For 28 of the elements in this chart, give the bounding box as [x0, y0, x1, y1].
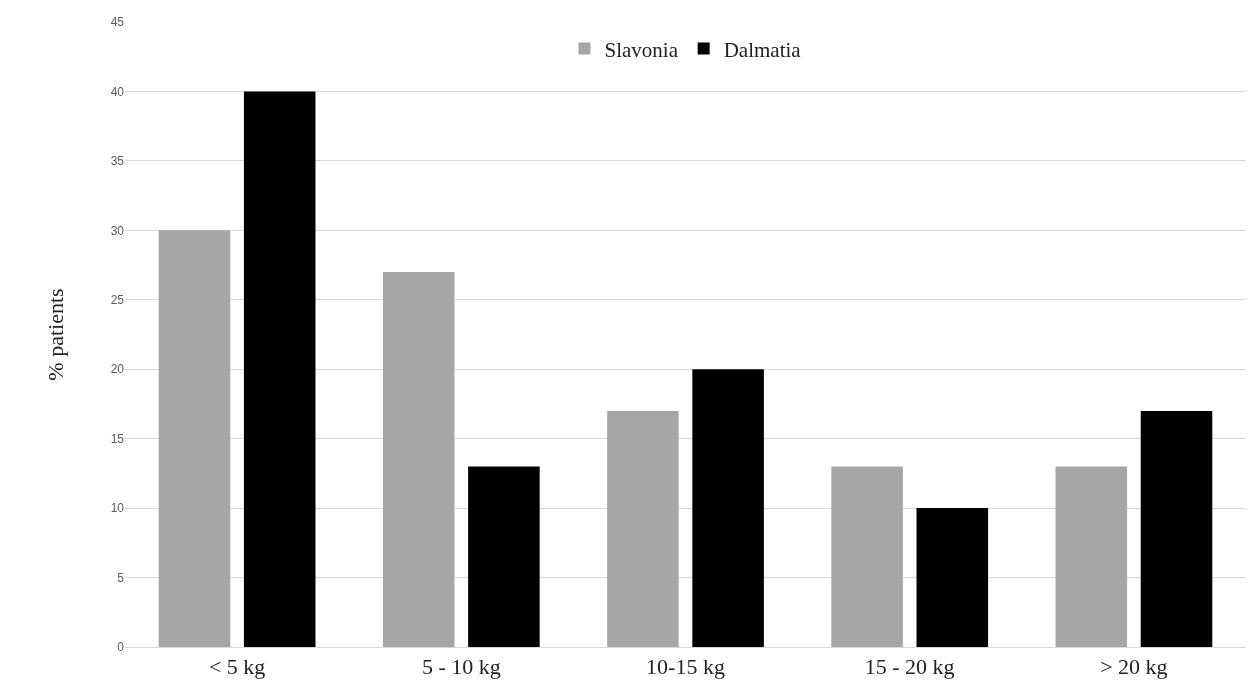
bar	[916, 508, 989, 647]
y-axis-title: % patients	[43, 288, 69, 381]
y-tick-label: 35	[110, 154, 125, 169]
y-tick-label: 5	[117, 570, 125, 585]
bar	[1140, 410, 1213, 647]
y-tick-label: 45	[110, 15, 125, 30]
x-tick-label: 10-15 kg	[646, 654, 725, 680]
y-tick-label: 15	[110, 431, 125, 446]
y-tick-label: 25	[110, 292, 125, 307]
bar	[243, 91, 316, 647]
bar	[1055, 466, 1128, 647]
bar	[692, 369, 764, 647]
legend-label: Dalmatia	[723, 37, 802, 62]
bar	[158, 230, 231, 647]
y-tick-label: 40	[110, 84, 125, 99]
x-tick-label: 15 - 20 kg	[864, 654, 955, 680]
x-tick-label: 5 - 10 kg	[421, 654, 501, 680]
y-tick-label: 30	[110, 223, 125, 238]
bar	[382, 272, 455, 647]
x-tick-label: < 5 kg	[208, 654, 266, 680]
y-tick-label: 0	[117, 640, 125, 655]
y-tick-label: 10	[110, 501, 125, 516]
bar	[468, 466, 540, 647]
legend-label: Slavonia	[604, 37, 679, 62]
y-tick-label: 20	[110, 362, 125, 377]
bar	[607, 410, 679, 647]
x-tick-label: > 20 kg	[1100, 654, 1168, 680]
bar	[831, 466, 903, 647]
